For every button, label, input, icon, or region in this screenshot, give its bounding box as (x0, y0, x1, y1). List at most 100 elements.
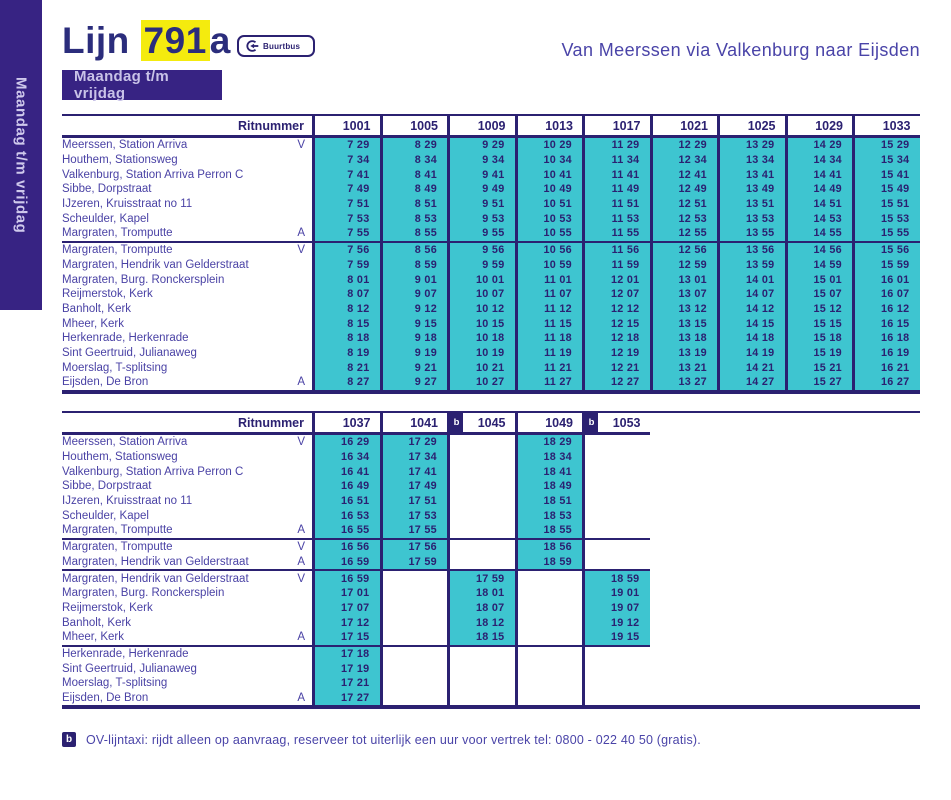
time-cell: 9 49 (447, 182, 515, 197)
time-cell: 17 27 (312, 690, 380, 706)
departure-arrival-marker: V (297, 541, 305, 554)
time-cell: 11 07 (514, 286, 582, 302)
timetable-header-row: Ritnummer 1037 1041 b 1045 1049 b 1053 (62, 413, 650, 435)
time-cell: 8 21 (312, 360, 380, 375)
trip-number: 1013 (545, 118, 573, 133)
time-cell: 18 55 (514, 523, 582, 538)
time-cell: 14 07 (717, 286, 785, 302)
station-name: Herkenrade, Herkenrade (62, 332, 189, 345)
time-cell: 17 29 (379, 435, 447, 450)
station-label-cell: Herkenrade, Herkenrade (62, 647, 312, 662)
time-cell: 11 59 (582, 257, 650, 273)
table-row: Margraten, Tromputte A 16 55 17 55 18 55 (62, 523, 650, 538)
time-cell: 10 41 (514, 167, 582, 183)
time-cell: 8 34 (379, 152, 447, 168)
time-cell: 16 59 (312, 571, 380, 586)
time-cell: 10 59 (514, 257, 582, 273)
time-cell: 9 12 (379, 301, 447, 317)
time-cell: 12 07 (582, 286, 650, 302)
table-row: Houthem, Stationsweg 16 34 17 34 18 34 (62, 449, 650, 465)
buurtbus-badge: Buurtbus (237, 35, 315, 57)
time-cell: 11 51 (582, 196, 650, 212)
time-cell: 11 01 (514, 272, 582, 287)
trip-number: 1049 (545, 415, 573, 430)
time-cell: 15 59 (852, 257, 920, 273)
day-label: Maandag t/m vrijdag (74, 68, 169, 102)
time-cell: 14 12 (717, 301, 785, 317)
time-cell: 12 49 (649, 182, 717, 197)
time-cell: 19 01 (582, 585, 650, 601)
trip-number: 1005 (410, 118, 438, 133)
time-cell (379, 676, 448, 691)
time-cell: 13 21 (649, 360, 717, 375)
time-cell: 10 12 (447, 301, 515, 317)
trip-number: 1001 (342, 118, 371, 133)
time-cell: 10 53 (514, 211, 582, 227)
table-row: Eijsden, De Bron A 17 27 (62, 690, 650, 706)
ritnummer-label: Ritnummer (238, 415, 304, 430)
time-cell (514, 585, 583, 601)
time-cell: 11 27 (514, 375, 582, 390)
time-cell: 7 59 (312, 257, 380, 273)
time-cell: 7 55 (312, 226, 380, 241)
time-cell: 12 51 (649, 196, 717, 212)
time-cell (447, 479, 515, 494)
table-row: Meerssen, Station Arriva V 16 29 17 29 18 29 (62, 435, 650, 450)
trip-number: 1041 (410, 415, 438, 430)
time-cell: 13 01 (649, 272, 717, 287)
time-cell: 15 15 (784, 316, 852, 331)
table-row: Eijsden, De Bron A 8 27 9 27 10 27 11 27 12 27… (62, 375, 920, 390)
time-cell (582, 449, 650, 465)
time-cell: 18 34 (514, 449, 582, 465)
time-cell: 14 56 (784, 242, 852, 258)
time-cell: 7 51 (312, 196, 380, 212)
station-name: IJzeren, Kruisstraat no 11 (62, 495, 193, 508)
time-cell (582, 479, 650, 494)
time-cell: 10 34 (514, 152, 582, 168)
time-cell: 7 53 (312, 211, 380, 227)
time-cell: 14 55 (784, 226, 852, 241)
time-cell: 13 49 (717, 182, 785, 197)
time-cell: 16 19 (852, 345, 920, 361)
station-name: Margraten, Tromputte (62, 227, 173, 240)
table-row: Mheer, Kerk 8 15 9 15 10 15 11 15 12 15 13 15 1… (62, 316, 920, 331)
time-cell (582, 539, 650, 555)
time-cell: 15 56 (852, 242, 920, 258)
station-label-cell: Valkenburg, Station Arriva Perron C (62, 167, 312, 182)
time-cell: 18 56 (514, 539, 582, 555)
table-row: Houthem, Stationsweg 7 34 8 34 9 34 10 34 11 … (62, 152, 920, 168)
time-cell (447, 435, 515, 450)
station-label-cell: Margraten, Hendrik van Gelderstraat A (62, 555, 312, 570)
time-cell (514, 571, 583, 586)
time-cell: 9 21 (379, 360, 447, 375)
trip-number-header: 1001 (312, 116, 380, 135)
time-cell: 12 21 (582, 360, 650, 375)
time-cell: 17 01 (312, 585, 380, 601)
time-cell: 18 59 (582, 571, 650, 586)
station-name: Banholt, Kerk (62, 302, 132, 315)
table-row: Margraten, Tromputte A 7 55 8 55 9 55 10 55 11… (62, 226, 920, 241)
departure-arrival-marker: V (297, 139, 305, 152)
time-cell (379, 646, 448, 662)
timetable-morning-afternoon: Ritnummer 1001 1005 1009 1013 1017 1021 1025 102… (62, 114, 920, 394)
time-cell: 12 27 (582, 375, 650, 390)
trip-number: 1021 (680, 118, 708, 133)
time-cell: 8 49 (379, 182, 447, 197)
line-number-highlight: 791 (140, 20, 210, 61)
station-label-cell: Eijsden, De Bron A (62, 691, 312, 706)
time-cell (514, 615, 583, 630)
time-cell: 11 29 (582, 138, 650, 153)
time-cell: 14 49 (784, 182, 852, 197)
station-name: Reijmerstok, Kerk (62, 288, 153, 301)
trip-number: 1029 (815, 118, 843, 133)
time-cell: 16 07 (852, 286, 920, 302)
station-label-cell: Scheulder, Kapel (62, 211, 312, 226)
time-cell: 17 07 (312, 600, 380, 616)
trip-number-header: b 1053 (582, 413, 650, 432)
time-cell: 14 51 (784, 196, 852, 212)
time-cell (582, 661, 650, 676)
time-cell: 8 51 (379, 196, 447, 212)
time-cell: 11 49 (582, 182, 650, 197)
time-cell: 14 53 (784, 211, 852, 227)
time-cell (447, 676, 515, 691)
